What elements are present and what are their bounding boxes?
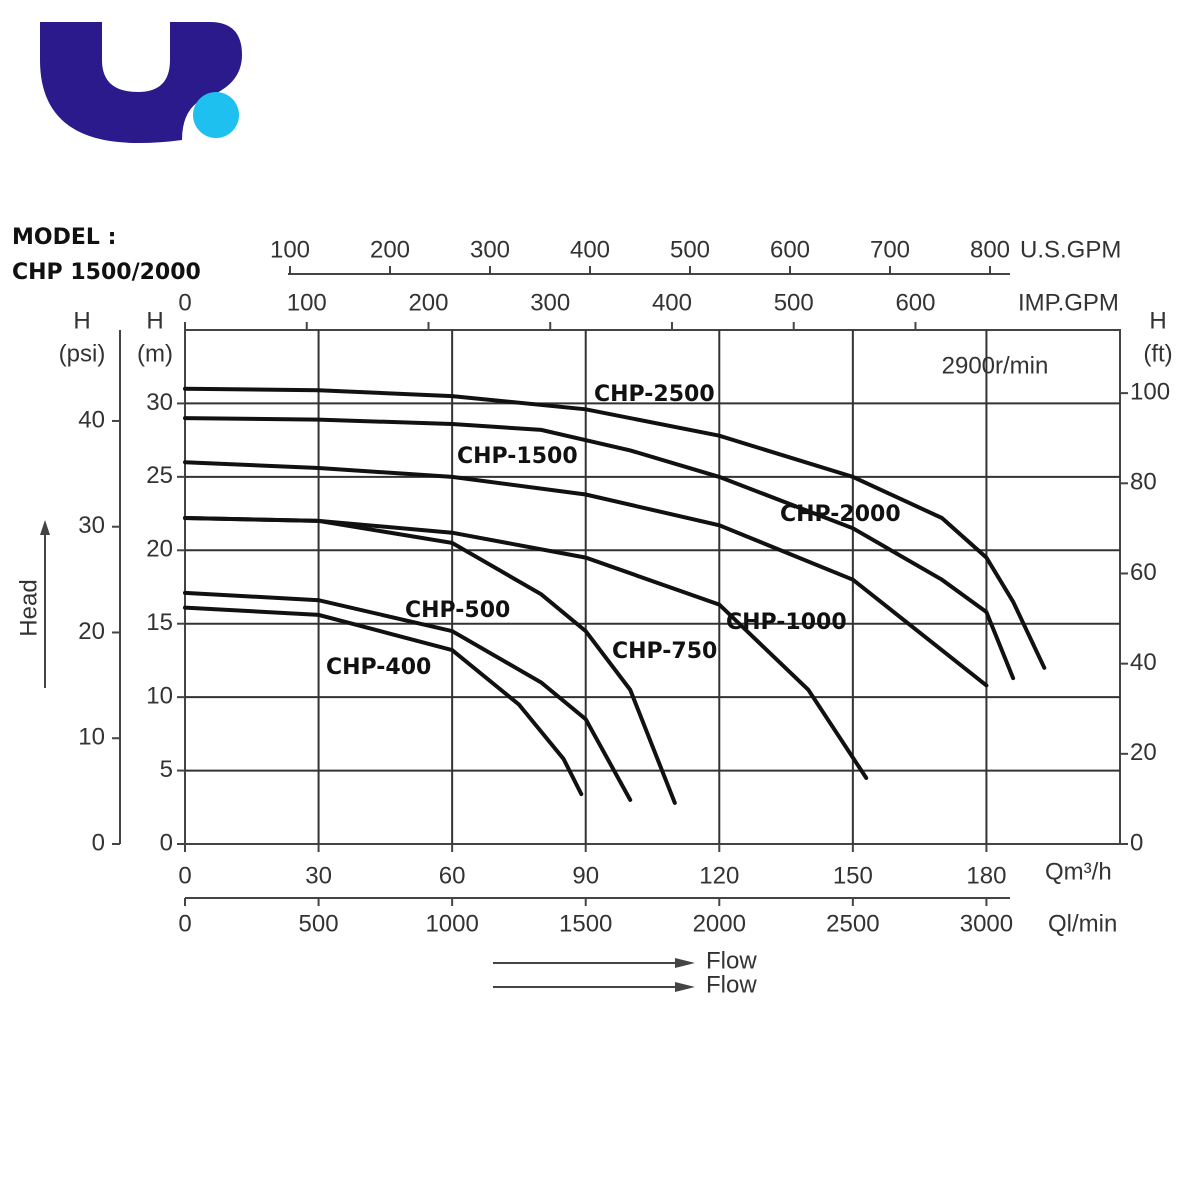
imp-gpm-tick-label: 300 — [530, 289, 570, 316]
l-min-tick-label: 2000 — [693, 910, 746, 937]
series-label: CHP-2500 — [594, 382, 715, 407]
y-tick-label: 0 — [160, 829, 173, 856]
x-axis-title: Flow — [706, 947, 757, 974]
psi-tick-label: 0 — [92, 829, 105, 856]
curve — [183, 460, 989, 688]
curve — [183, 516, 677, 805]
l-min-tick-label: 1000 — [425, 910, 478, 937]
imp-gpm-tick-label: 400 — [652, 289, 692, 316]
l-min-tick-label: 500 — [299, 910, 339, 937]
logo-shape — [40, 22, 242, 143]
series-label: CHP-500 — [405, 598, 510, 623]
x-axis-title: Flow — [706, 971, 757, 998]
psi-unit: (psi) — [59, 340, 106, 367]
ft-tick-label: 20 — [1130, 739, 1157, 766]
psi-tick-label: 10 — [78, 724, 105, 751]
us-gpm-tick-label: 400 — [570, 236, 610, 263]
us-gpm-tick-label: 800 — [970, 236, 1010, 263]
x-unit: Qm³/h — [1045, 858, 1112, 885]
y-unit: H — [146, 307, 163, 334]
y-tick-label: 20 — [146, 536, 173, 563]
ft-tick-label: 40 — [1130, 649, 1157, 676]
us-gpm-tick-label: 600 — [770, 236, 810, 263]
x-tick-label: 60 — [439, 862, 466, 889]
imp-gpm-unit: IMP.GPM — [1018, 289, 1119, 316]
y-tick-label: 25 — [146, 462, 173, 489]
psi-unit: H — [73, 307, 90, 334]
us-gpm-tick-label: 500 — [670, 236, 710, 263]
y-tick-label: 30 — [146, 389, 173, 416]
imp-gpm-tick-label: 500 — [774, 289, 814, 316]
model-label: MODEL : — [12, 225, 116, 250]
curve — [183, 590, 633, 802]
x-tick-label: 120 — [699, 862, 739, 889]
x-tick-label: 90 — [572, 862, 599, 889]
ft-tick-label: 0 — [1130, 829, 1143, 856]
ft-unit: H — [1149, 307, 1166, 334]
series-label: CHP-1500 — [457, 444, 578, 469]
curve — [183, 516, 869, 780]
imp-gpm-tick-label: 100 — [287, 289, 327, 316]
imp-gpm-tick-label: 600 — [895, 289, 935, 316]
x-tick-label: 0 — [178, 862, 191, 889]
us-gpm-tick-label: 100 — [270, 236, 310, 263]
curve — [183, 416, 1016, 681]
psi-tick-label: 40 — [78, 406, 105, 433]
y-tick-label: 10 — [146, 682, 173, 709]
ft-unit: (ft) — [1143, 340, 1172, 367]
annotation: 2900r/min — [942, 352, 1049, 379]
l-min-unit: Ql/min — [1048, 910, 1117, 937]
curve — [183, 386, 1047, 670]
l-min-tick-label: 2500 — [826, 910, 879, 937]
y-axis-title: Head — [15, 579, 42, 636]
head-arrow-head — [40, 520, 50, 535]
annotation-box — [855, 335, 1115, 403]
series-label: CHP-2000 — [780, 502, 901, 527]
logo — [40, 22, 242, 143]
flow-arrow-head — [675, 958, 695, 968]
model: CHP 1500/2000 — [12, 260, 201, 285]
us-gpm-tick-label: 700 — [870, 236, 910, 263]
y-tick-label: 5 — [160, 756, 173, 783]
series-label: CHP-400 — [326, 655, 431, 680]
x-tick-label: 150 — [833, 862, 873, 889]
x-tick-label: 180 — [966, 862, 1006, 889]
imp-gpm-tick-label: 200 — [408, 289, 448, 316]
us-gpm-tick-label: 300 — [470, 236, 510, 263]
series-label: CHP-750 — [612, 639, 717, 664]
logo-dot — [193, 92, 239, 138]
imp-gpm-tick-label: 0 — [178, 289, 191, 316]
psi-tick-label: 20 — [78, 618, 105, 645]
ft-tick-label: 100 — [1130, 378, 1170, 405]
series-label: CHP-1000 — [726, 610, 847, 635]
us-gpm-unit: U.S.GPM — [1020, 236, 1121, 263]
y-unit: (m) — [137, 340, 173, 367]
l-min-tick-label: 0 — [178, 910, 191, 937]
x-tick-label: 30 — [305, 862, 332, 889]
curve — [183, 605, 584, 797]
l-min-tick-label: 3000 — [960, 910, 1013, 937]
us-gpm-tick-label: 200 — [370, 236, 410, 263]
ft-tick-label: 60 — [1130, 559, 1157, 586]
ft-tick-label: 80 — [1130, 469, 1157, 496]
flow-arrow-head — [675, 982, 695, 992]
l-min-tick-label: 1500 — [559, 910, 612, 937]
y-tick-label: 15 — [146, 609, 173, 636]
psi-tick-label: 30 — [78, 512, 105, 539]
plot-frame — [184, 329, 1121, 845]
